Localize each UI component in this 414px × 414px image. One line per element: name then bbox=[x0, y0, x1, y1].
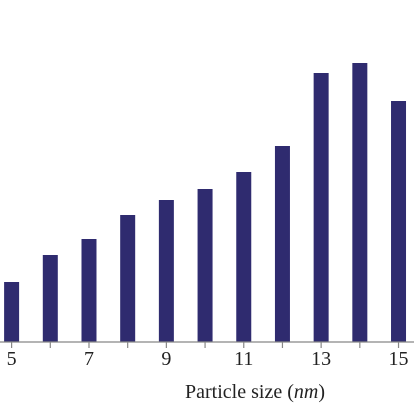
x-axis-label: Particle size (nm) bbox=[185, 381, 325, 403]
x-tick-label: 15 bbox=[389, 348, 409, 370]
bar bbox=[158, 200, 174, 342]
bar bbox=[42, 255, 58, 342]
bar bbox=[352, 63, 368, 342]
x-axis-label-unit: nm bbox=[294, 381, 318, 403]
bar bbox=[197, 189, 213, 342]
bar bbox=[120, 215, 136, 342]
bar bbox=[274, 146, 290, 342]
x-tick-label: 11 bbox=[234, 348, 253, 370]
x-tick-label: 9 bbox=[161, 348, 171, 370]
bar bbox=[391, 101, 407, 342]
bar bbox=[236, 172, 252, 342]
x-tick-label: 7 bbox=[84, 348, 94, 370]
x-tick-label: 13 bbox=[311, 348, 331, 370]
bar bbox=[81, 239, 97, 342]
x-tick-label: 5 bbox=[7, 348, 17, 370]
x-axis-label-start: Particle size ( bbox=[185, 381, 294, 403]
bar bbox=[4, 282, 20, 342]
x-axis-label-end: ) bbox=[318, 381, 325, 403]
bar bbox=[313, 73, 329, 342]
